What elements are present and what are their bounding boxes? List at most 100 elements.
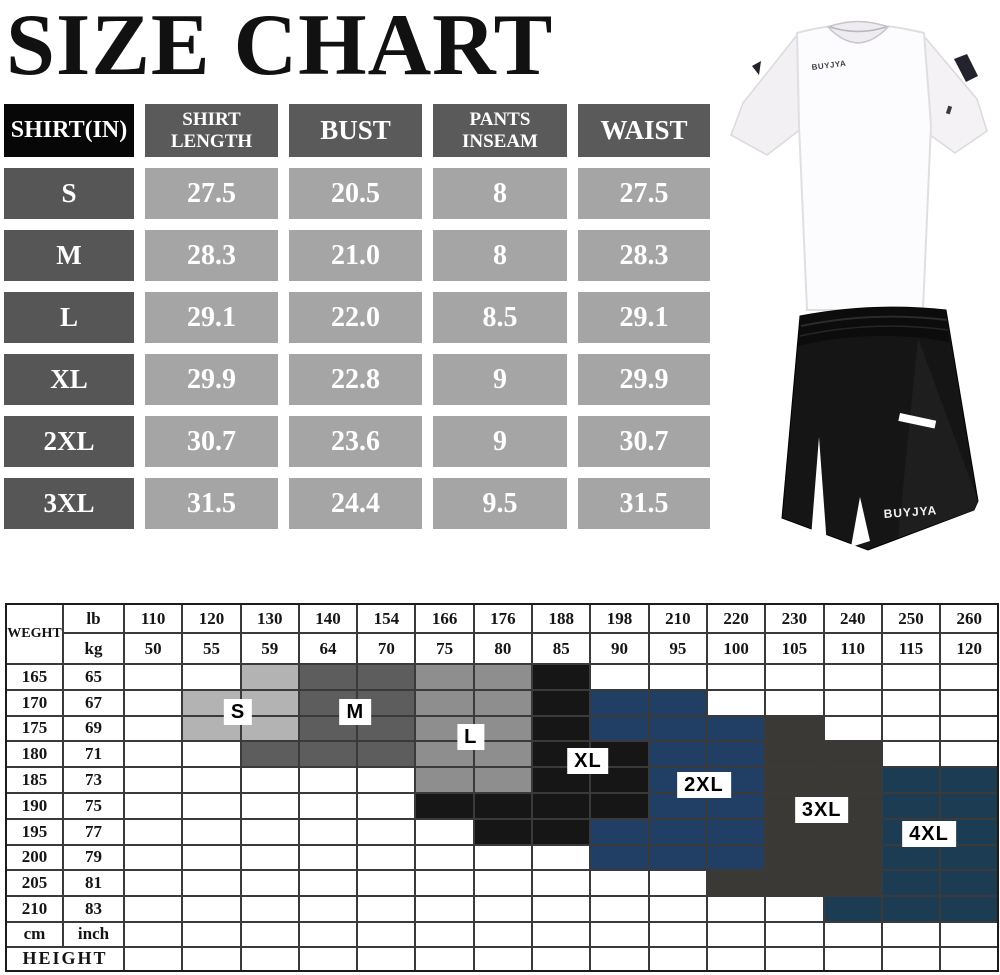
zone-cell (766, 742, 823, 767)
zone-cell (941, 768, 998, 792)
size-row-label: M (4, 230, 134, 281)
zone-cell (533, 690, 590, 715)
zone-cell (882, 897, 940, 921)
tshirt-left-sleeve (730, 32, 802, 156)
zone-cell (241, 819, 298, 844)
zone-cell (358, 716, 415, 741)
zone-cell (183, 665, 240, 689)
zone-cell (824, 819, 881, 844)
zone-cell (299, 845, 357, 870)
empty-cell (358, 922, 415, 946)
zone-cell (299, 871, 357, 896)
zone-cell (358, 897, 415, 921)
weight-lb-value: 140 (299, 605, 357, 632)
weight-lb-value: 130 (241, 605, 298, 632)
empty-cell (941, 922, 998, 946)
zone-cell (299, 716, 357, 741)
zone-cell (183, 690, 240, 715)
weight-axis-label: WEGHT (7, 605, 62, 663)
shorts-pocket-stripe (898, 412, 937, 429)
size-value-cell: 9 (433, 354, 567, 405)
zone-cell (358, 665, 415, 689)
zone-cell (358, 819, 415, 844)
weight-lb-value: 188 (533, 605, 590, 632)
height-cm-value: 195 (7, 819, 62, 844)
zone-cell (707, 845, 765, 870)
zone-cell (533, 897, 590, 921)
zone-cell (358, 871, 415, 896)
weight-lb-value: 176 (474, 605, 532, 632)
zone-cell (649, 793, 706, 818)
zone-cell (183, 716, 240, 741)
height-inch-value: 77 (64, 819, 123, 844)
size-value-cell: 29.1 (145, 292, 278, 343)
size-value-cell: 28.3 (578, 230, 710, 281)
zone-cell (416, 768, 473, 792)
size-table-header: SHIRT(IN) (4, 104, 134, 157)
size-table-header: PANTS INSEAM (433, 104, 567, 157)
height-cm-value: 210 (7, 897, 62, 921)
height-cm-value: 165 (7, 665, 62, 689)
height-inch-value: 71 (64, 742, 123, 767)
weight-lb-value: 120 (183, 605, 240, 632)
height-unit-cm: cm (7, 922, 62, 946)
zone-cell (183, 768, 240, 792)
size-value-cell: 22.8 (289, 354, 422, 405)
zone-cell (474, 819, 532, 844)
weight-kg-value: 80 (474, 634, 532, 663)
zone-cell (125, 768, 182, 792)
zone-cell (474, 871, 532, 896)
zone-cell (882, 690, 940, 715)
zone-cell (533, 819, 590, 844)
zone-cell (474, 665, 532, 689)
zone-cell (766, 871, 823, 896)
zone-cell (299, 768, 357, 792)
empty-cell (882, 947, 940, 970)
zone-cell (941, 897, 998, 921)
height-inch-value: 81 (64, 871, 123, 896)
empty-cell (824, 947, 881, 970)
zone-cell (125, 690, 182, 715)
zone-cell (766, 793, 823, 818)
zone-cell (941, 742, 998, 767)
size-table-header: BUST (289, 104, 422, 157)
weight-kg-value: 95 (649, 634, 706, 663)
zone-cell (882, 716, 940, 741)
empty-cell (533, 922, 590, 946)
weight-lb-value: 250 (882, 605, 940, 632)
weight-kg-value: 110 (824, 634, 881, 663)
page-title: SIZE CHART (6, 0, 554, 94)
height-cm-value: 175 (7, 716, 62, 741)
empty-cell (125, 947, 182, 970)
zone-cell (416, 742, 473, 767)
height-axis-label: HEIGHT (7, 947, 123, 970)
zone-cell (474, 716, 532, 741)
zone-cell (649, 665, 706, 689)
zone-cell (649, 845, 706, 870)
weight-kg-value: 120 (941, 634, 998, 663)
zone-cell (474, 690, 532, 715)
weight-lb-value: 260 (941, 605, 998, 632)
empty-cell (416, 947, 473, 970)
shorts-waistband-stitch (800, 315, 948, 327)
zone-cell (241, 742, 298, 767)
empty-cell (299, 947, 357, 970)
zone-cell (707, 665, 765, 689)
height-inch-value: 73 (64, 768, 123, 792)
weight-unit-lb: lb (64, 605, 123, 632)
shorts-side-slit (810, 437, 827, 550)
zone-cell (882, 768, 940, 792)
zone-cell (416, 897, 473, 921)
zone-cell (824, 871, 881, 896)
zone-cell (941, 665, 998, 689)
zone-cell (183, 845, 240, 870)
empty-cell (474, 922, 532, 946)
weight-lb-value: 240 (824, 605, 881, 632)
size-value-cell: 27.5 (578, 168, 710, 219)
shorts-leg-gap (851, 497, 870, 547)
zone-cell (241, 716, 298, 741)
zone-cell (416, 690, 473, 715)
zone-cell (416, 665, 473, 689)
zone-cell (533, 742, 590, 767)
weight-kg-value: 85 (533, 634, 590, 663)
